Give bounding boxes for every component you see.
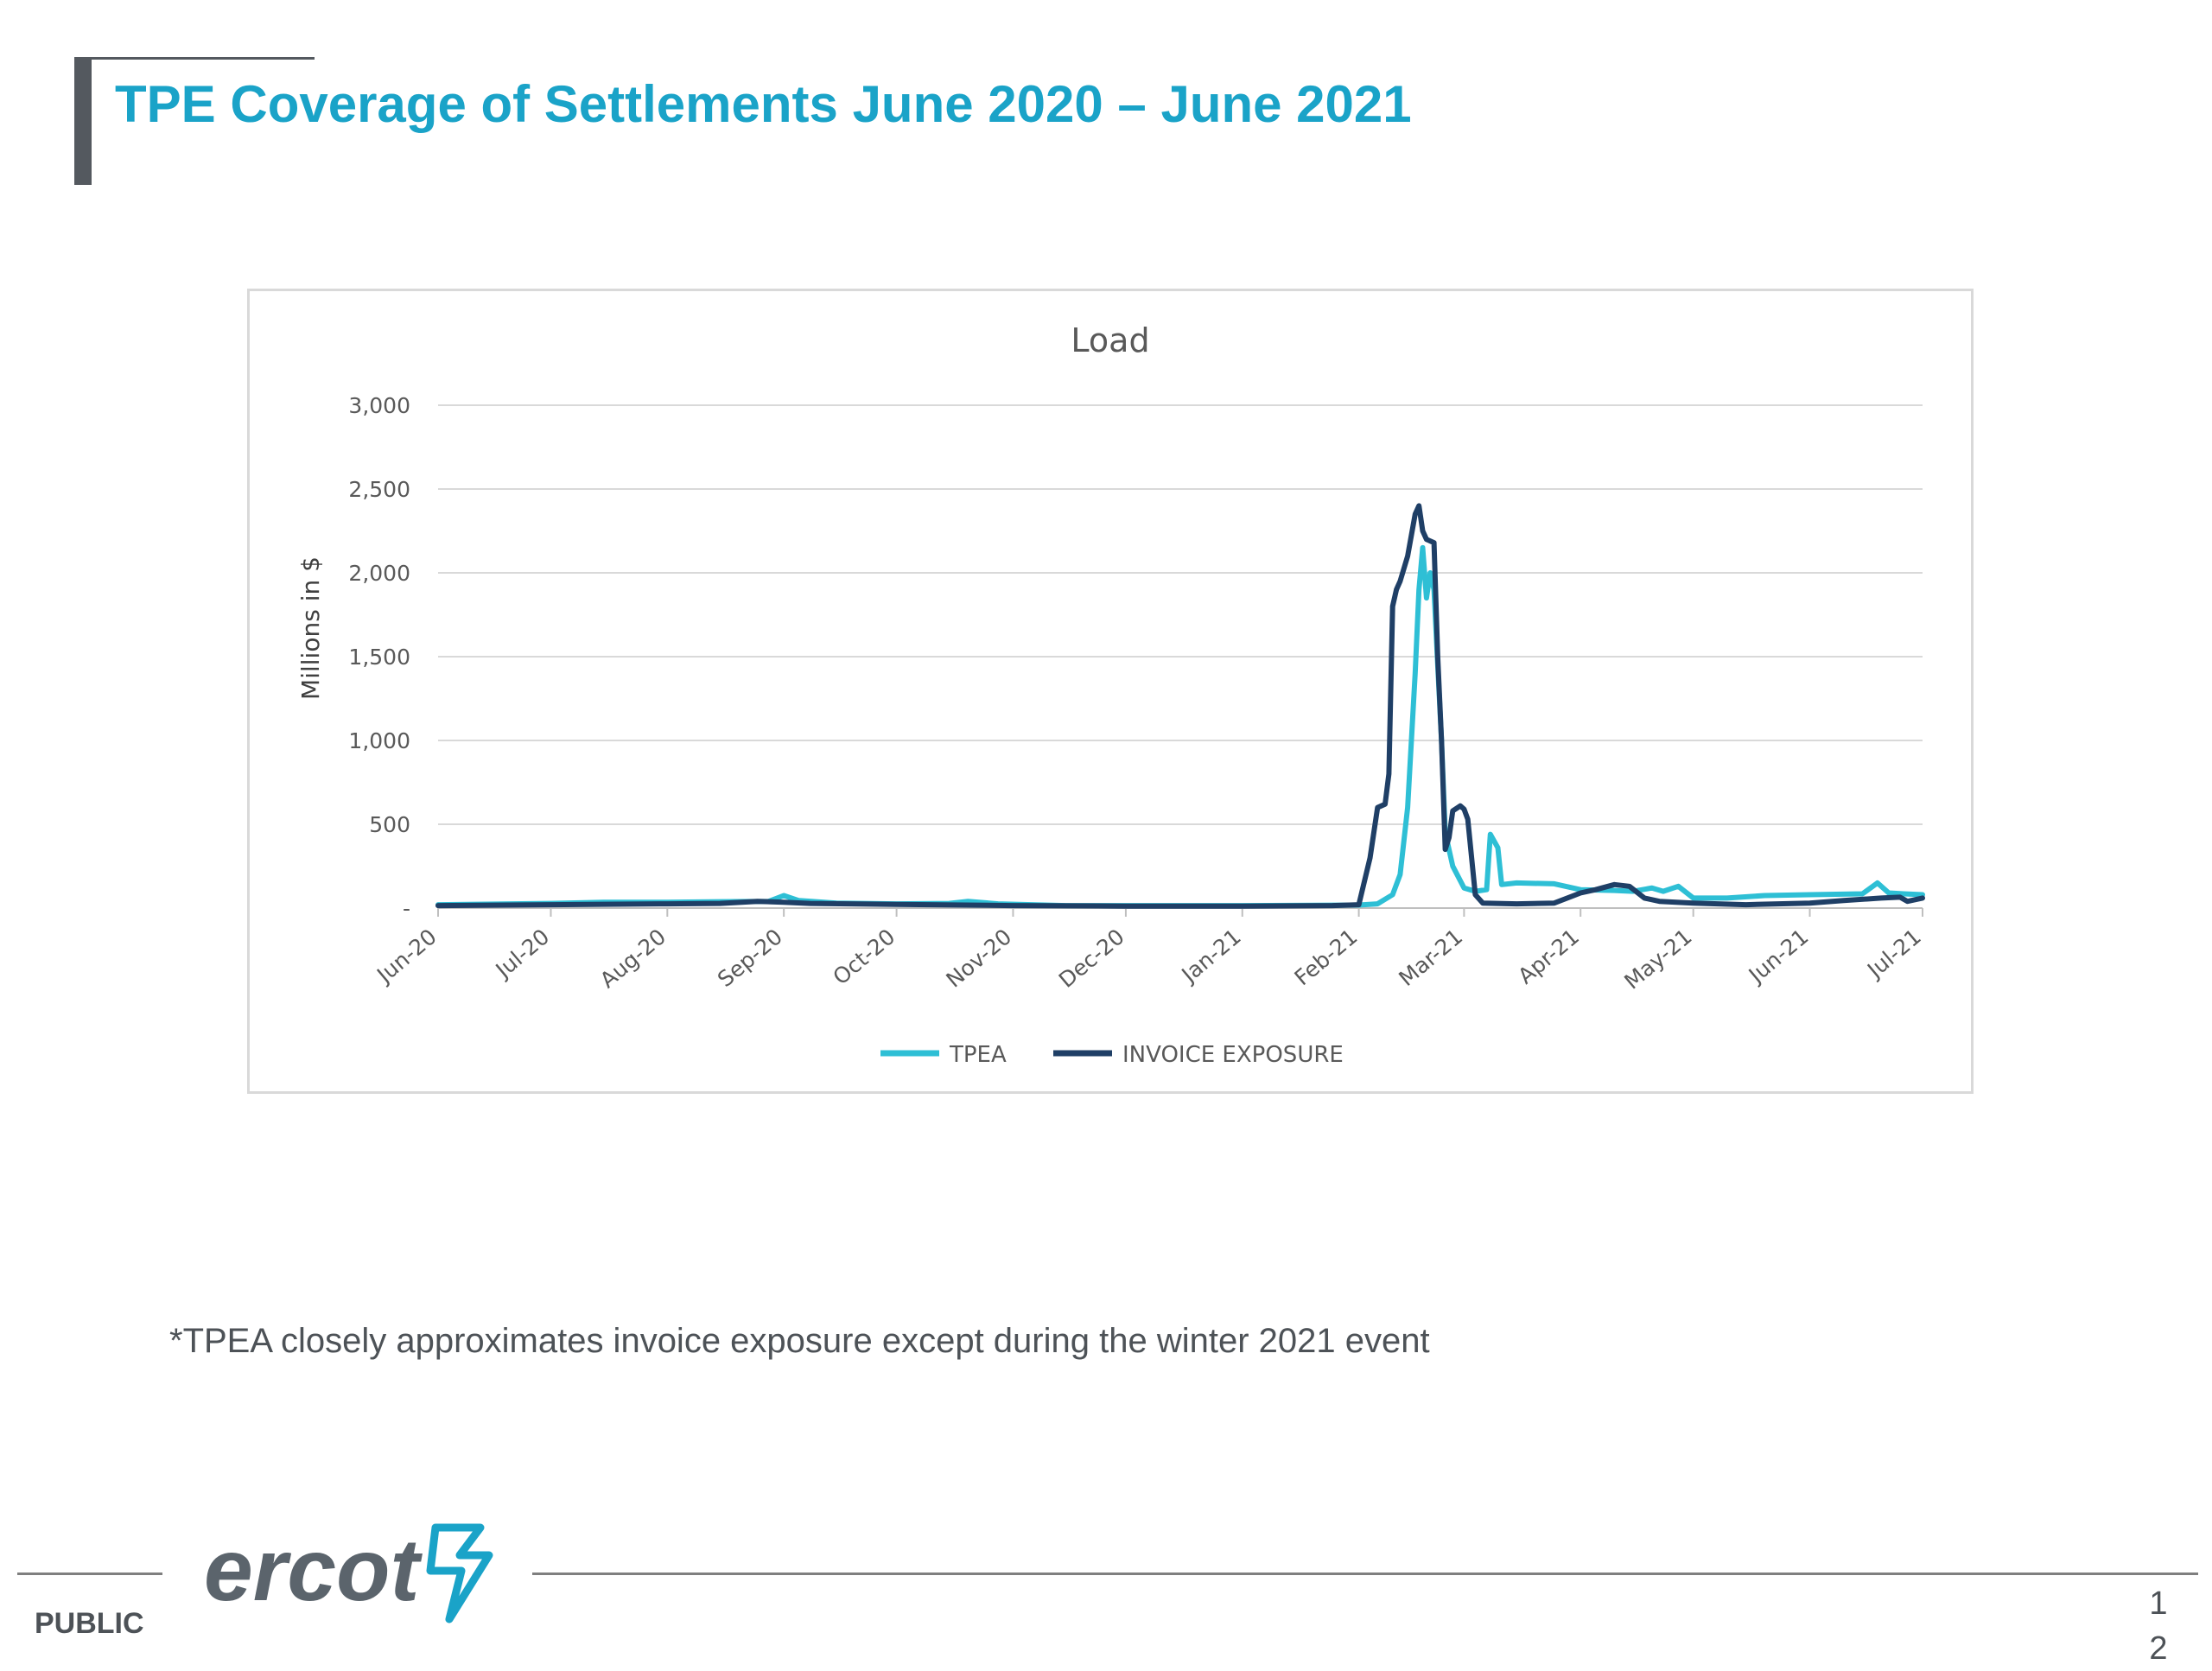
- x-tick-label-4: Oct-20: [828, 924, 899, 989]
- x-tick-label-3: Sep-20: [713, 924, 787, 992]
- ercot-logo-wordmark: ercot: [204, 1521, 423, 1619]
- ercot-logo: ercot: [204, 1521, 493, 1623]
- slide-title: TPE Coverage of Settlements June 2020 – …: [115, 75, 1412, 133]
- page-number: 1 2: [2141, 1581, 2176, 1671]
- x-tick-label-6: Dec-20: [1054, 924, 1129, 993]
- classification-label: PUBLIC: [35, 1607, 144, 1640]
- y-tick-label-2000: 2,000: [348, 561, 410, 586]
- series-lines: [435, 503, 1925, 909]
- legend-label-invoice-exposure: INVOICE EXPOSURE: [1122, 1042, 1344, 1068]
- x-tick-label-12: Jun-21: [1743, 924, 1813, 988]
- x-axis: [437, 907, 1923, 917]
- x-tick-label-8: Feb-21: [1290, 924, 1363, 990]
- y-tick-label-0: -: [403, 896, 410, 921]
- title-accent-line: [74, 57, 315, 60]
- load-chart: - 500 1,000 1,500 2,000 2,500 3,000 Jun-20 Jul-…: [296, 321, 1926, 1068]
- series-line-tpea: [435, 544, 1925, 909]
- x-tick-label-2: Aug-20: [595, 924, 671, 993]
- y-tick-label-3000: 3,000: [348, 393, 410, 418]
- footnote: *TPEA closely approximates invoice expos…: [169, 1322, 1430, 1360]
- page-number-line-1: 1: [2149, 1585, 2168, 1622]
- chart-legend: TPEA INVOICE EXPOSURE: [880, 1042, 1344, 1068]
- y-tick-label-2500: 2,500: [348, 477, 410, 502]
- x-tick-label-5: Nov-20: [942, 924, 1017, 992]
- chart-gridlines: [438, 404, 1923, 825]
- x-tick-label-9: Mar-21: [1394, 924, 1467, 991]
- x-tick-labels: Jun-20 Jul-20 Aug-20 Sep-20 Oct-20 Nov-20 Dec-…: [371, 924, 1925, 994]
- y-axis-label: Millions in $: [296, 556, 325, 700]
- x-tick-label-11: May-21: [1619, 924, 1696, 994]
- y-tick-label-1500: 1,500: [348, 645, 410, 670]
- x-tick-label-13: Jul-21: [1861, 924, 1926, 983]
- x-tick-label-1: Jul-20: [490, 924, 555, 983]
- title-accent-bar: [74, 57, 92, 185]
- footer-rule-right: [532, 1573, 2198, 1575]
- y-tick-label-500: 500: [369, 812, 410, 837]
- chart-title: Load: [1071, 321, 1149, 359]
- chart-frame: - 500 1,000 1,500 2,000 2,500 3,000 Jun-20 Jul-…: [247, 289, 1974, 1094]
- y-tick-labels: - 500 1,000 1,500 2,000 2,500 3,000: [348, 393, 410, 921]
- series-line-invoice-exposure: [435, 503, 1925, 909]
- x-tick-label-7: Jan-21: [1176, 924, 1246, 988]
- footer-rule-left: [17, 1573, 162, 1575]
- x-tick-label-10: Apr-21: [1513, 924, 1584, 988]
- x-tick-label-0: Jun-20: [371, 924, 441, 988]
- y-tick-label-1000: 1,000: [348, 728, 410, 753]
- page-number-line-2: 2: [2149, 1630, 2168, 1667]
- legend-label-tpea: TPEA: [949, 1042, 1007, 1068]
- lightning-bolt-icon: [426, 1523, 493, 1623]
